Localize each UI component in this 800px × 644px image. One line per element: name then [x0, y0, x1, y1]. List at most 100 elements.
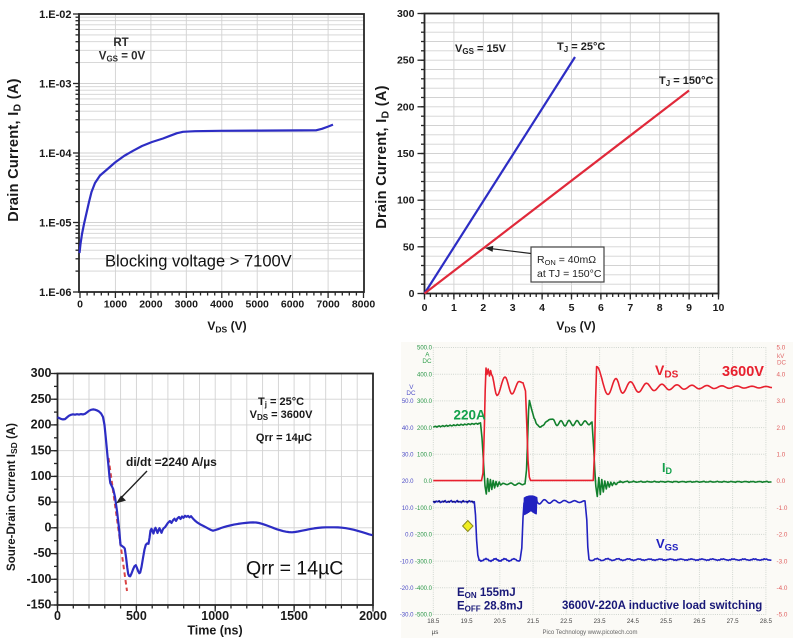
svg-text:VDS (V): VDS (V) [556, 319, 595, 334]
svg-text:50: 50 [403, 241, 415, 253]
svg-text:50.0: 50.0 [402, 399, 414, 405]
svg-text:8000: 8000 [352, 299, 376, 311]
svg-text:300: 300 [31, 366, 52, 380]
svg-text:0: 0 [409, 288, 415, 300]
svg-text:Blocking voltage > 7100V: Blocking voltage > 7100V [105, 253, 292, 271]
svg-text:220A: 220A [454, 408, 487, 423]
svg-text:V: V [409, 384, 414, 391]
svg-text:4000: 4000 [210, 299, 234, 311]
svg-text:1.E-06: 1.E-06 [39, 287, 71, 299]
svg-text:150: 150 [31, 443, 52, 457]
svg-text:500.0: 500.0 [417, 346, 433, 352]
svg-text:EON 155mJ: EON 155mJ [457, 587, 516, 600]
svg-text:-300.0: -300.0 [415, 559, 433, 565]
svg-text:0.0: 0.0 [405, 533, 414, 539]
svg-text:2.0: 2.0 [777, 425, 786, 432]
svg-text:19.5: 19.5 [461, 618, 474, 625]
svg-text:-4.0: -4.0 [777, 585, 788, 592]
svg-text:di/dt =2240 A/µs: di/dt =2240 A/µs [126, 455, 217, 469]
svg-text:200: 200 [31, 418, 52, 432]
svg-text:DC: DC [422, 358, 432, 365]
svg-text:300: 300 [397, 8, 415, 20]
svg-text:200: 200 [397, 101, 415, 113]
svg-text:250: 250 [31, 392, 52, 406]
svg-text:150: 150 [397, 148, 415, 160]
svg-text:9: 9 [686, 302, 692, 314]
svg-text:-2.0: -2.0 [777, 532, 788, 539]
svg-text:100: 100 [31, 469, 52, 483]
svg-text:Drain Current, ID (A): Drain Current, ID (A) [374, 85, 392, 229]
svg-text:EOFF 28.8mJ: EOFF 28.8mJ [457, 601, 523, 614]
svg-text:VDS (V): VDS (V) [207, 319, 246, 334]
svg-text:8: 8 [657, 302, 663, 314]
svg-text:µs: µs [432, 629, 439, 636]
svg-text:1500: 1500 [280, 609, 308, 623]
svg-text:2000: 2000 [359, 609, 387, 623]
svg-text:6: 6 [598, 302, 604, 314]
svg-text:21.5: 21.5 [527, 618, 540, 625]
svg-text:100.0: 100.0 [417, 453, 433, 459]
svg-text:300.0: 300.0 [417, 399, 433, 405]
svg-text:6000: 6000 [281, 299, 305, 311]
svg-text:10: 10 [713, 302, 725, 314]
svg-text:Soure-Drain Current ISD (A): Soure-Drain Current ISD (A) [6, 423, 19, 571]
svg-text:7: 7 [627, 302, 633, 314]
svg-text:28.5: 28.5 [760, 618, 773, 625]
svg-text:-500.0: -500.0 [415, 613, 433, 619]
svg-text:-10.0: -10.0 [400, 559, 414, 565]
svg-text:500: 500 [126, 609, 147, 623]
svg-text:24.5: 24.5 [627, 618, 640, 625]
svg-text:0: 0 [77, 299, 83, 311]
svg-text:2: 2 [480, 302, 486, 314]
svg-text:Tj = 25°C: Tj = 25°C [258, 396, 304, 409]
svg-text:0: 0 [45, 520, 52, 534]
svg-text:RON = 40mΩ: RON = 40mΩ [537, 254, 596, 267]
svg-text:DC: DC [406, 390, 416, 397]
svg-text:TJ = 25°C: TJ = 25°C [557, 41, 605, 54]
svg-text:3600V-220A inductive load swit: 3600V-220A inductive load switching [562, 600, 762, 612]
svg-text:5000: 5000 [246, 299, 270, 311]
svg-text:-30.0: -30.0 [400, 613, 414, 619]
svg-text:ID: ID [662, 461, 672, 476]
svg-text:400.0: 400.0 [417, 372, 433, 378]
svg-text:-20.0: -20.0 [400, 586, 414, 592]
svg-text:100: 100 [397, 195, 415, 207]
svg-text:3600V: 3600V [722, 364, 764, 380]
svg-text:-1.0: -1.0 [777, 505, 788, 512]
svg-text:-3.0: -3.0 [777, 558, 788, 565]
svg-text:1.E-05: 1.E-05 [39, 217, 71, 229]
svg-text:7000: 7000 [316, 299, 340, 311]
svg-text:25.5: 25.5 [660, 618, 673, 625]
svg-text:Pico Technology www.picotech: Pico Technology www.picotech.com [543, 630, 638, 636]
svg-text:4: 4 [539, 302, 545, 314]
svg-text:50: 50 [38, 495, 52, 509]
svg-text:18.5: 18.5 [427, 618, 440, 625]
svg-text:-100: -100 [26, 572, 51, 586]
svg-text:27.5: 27.5 [727, 618, 740, 625]
svg-text:-5.0: -5.0 [777, 612, 788, 619]
svg-text:2000: 2000 [139, 299, 163, 311]
svg-text:0.0: 0.0 [424, 479, 433, 485]
svg-text:DC: DC [777, 359, 787, 366]
svg-text:20.0: 20.0 [402, 479, 414, 485]
svg-text:1.E-02: 1.E-02 [39, 9, 71, 21]
svg-text:1.E-03: 1.E-03 [39, 78, 71, 90]
svg-text:kV: kV [777, 353, 785, 360]
svg-text:250: 250 [397, 55, 415, 67]
svg-text:TJ = 150°C: TJ = 150°C [659, 75, 713, 88]
svg-text:1.0: 1.0 [777, 452, 786, 459]
svg-text:-50: -50 [33, 546, 51, 560]
svg-text:Qrr = 14µC: Qrr = 14µC [246, 558, 343, 580]
svg-text:5: 5 [569, 302, 575, 314]
svg-text:1000: 1000 [104, 299, 128, 311]
svg-text:3.0: 3.0 [777, 398, 786, 405]
svg-text:0.0: 0.0 [777, 478, 786, 485]
svg-text:1.E-04: 1.E-04 [39, 148, 72, 160]
svg-text:0: 0 [54, 609, 61, 623]
svg-text:-100.0: -100.0 [415, 506, 433, 512]
svg-text:-400.0: -400.0 [415, 586, 433, 592]
svg-text:VGS = 0V: VGS = 0V [99, 51, 146, 64]
svg-text:20.5: 20.5 [494, 618, 507, 625]
svg-text:1000: 1000 [201, 609, 229, 623]
svg-text:1: 1 [451, 302, 457, 314]
